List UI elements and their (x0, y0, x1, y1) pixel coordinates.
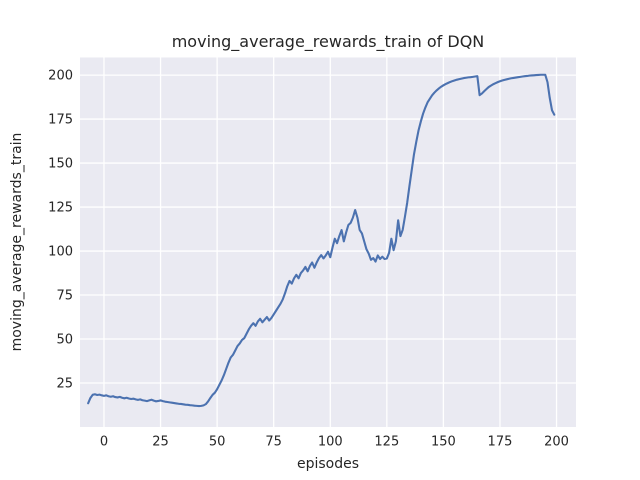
y-tick-label: 150 (48, 157, 73, 172)
y-tick-label: 25 (56, 377, 73, 392)
x-tick-label: 0 (100, 435, 108, 450)
plot-area (80, 57, 576, 427)
series-line-moving-average-rewards (87, 73, 556, 408)
x-tick-label: 200 (544, 435, 569, 450)
x-axis-tick-labels: 0 25 50 75 100 125 150 175 200 (100, 435, 569, 450)
x-tick-label: 150 (431, 435, 456, 450)
y-axis-label: moving_average_rewards_train (9, 133, 25, 352)
y-tick-label: 200 (48, 69, 73, 84)
x-axis-label: episodes (297, 456, 359, 472)
gridlines (80, 57, 576, 427)
x-tick-label: 25 (152, 435, 169, 450)
x-tick-label: 125 (374, 435, 399, 450)
y-tick-label: 75 (56, 289, 73, 304)
chart-title: moving_average_rewards_train of DQN (172, 32, 485, 52)
x-tick-label: 50 (209, 435, 226, 450)
x-tick-label: 100 (318, 435, 343, 450)
x-tick-label: 75 (265, 435, 282, 450)
y-axis-tick-labels: 25 50 75 100 125 150 175 200 (48, 69, 73, 392)
y-tick-label: 50 (56, 333, 73, 348)
y-tick-label: 175 (48, 113, 73, 128)
x-tick-label: 175 (488, 435, 513, 450)
y-tick-label: 100 (48, 245, 73, 260)
y-tick-label: 125 (48, 201, 73, 216)
